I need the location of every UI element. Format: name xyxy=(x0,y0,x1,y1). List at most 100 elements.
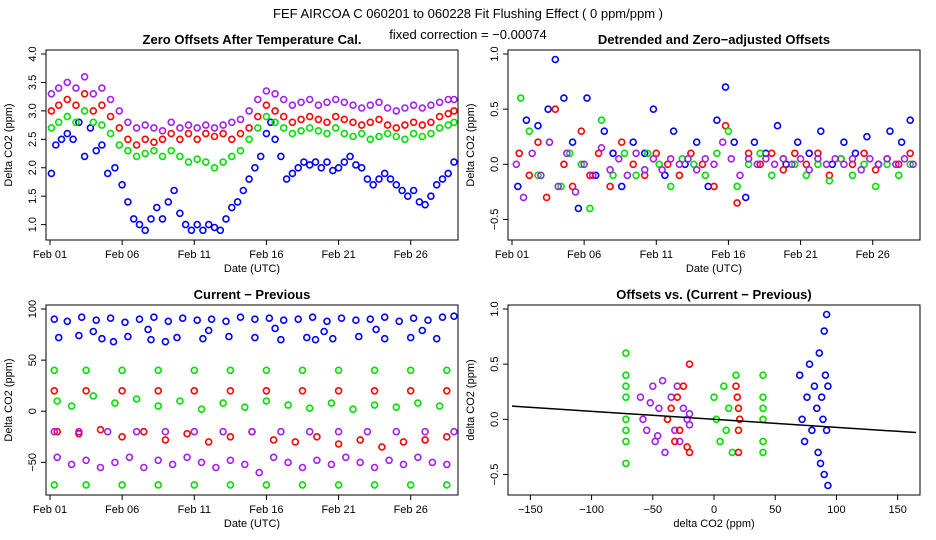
point-blue xyxy=(302,333,311,342)
point-red xyxy=(542,193,551,202)
point-purple xyxy=(150,124,158,132)
x-tick-label: Feb 21 xyxy=(321,504,355,516)
x-tick-label: Feb 16 xyxy=(249,504,283,516)
point-red xyxy=(906,149,915,158)
point-green xyxy=(89,392,98,400)
point-purple xyxy=(409,101,418,109)
point-green xyxy=(176,397,184,405)
point-red xyxy=(732,382,740,391)
point-blue xyxy=(793,138,802,146)
x-tick-label: Feb 06 xyxy=(105,504,139,516)
point-purple xyxy=(640,166,649,174)
point-red xyxy=(271,107,279,115)
point-blue xyxy=(380,334,389,343)
point-green xyxy=(689,160,698,169)
point-blue xyxy=(822,426,831,435)
point-blue xyxy=(386,175,395,183)
point-red xyxy=(685,448,694,457)
point-blue xyxy=(204,220,213,229)
point-blue xyxy=(600,127,609,135)
point-red xyxy=(288,118,297,127)
point-blue xyxy=(271,135,279,144)
point-purple xyxy=(284,458,292,467)
point-red xyxy=(435,112,444,121)
point-green xyxy=(82,366,90,375)
point-blue xyxy=(161,337,170,346)
point-blue xyxy=(282,175,291,183)
point-blue xyxy=(824,382,832,391)
point-blue xyxy=(199,226,207,235)
point-purple xyxy=(736,171,744,180)
point-purple xyxy=(219,121,227,129)
point-red xyxy=(767,149,776,158)
point-green xyxy=(632,171,640,180)
chart-p3: Current − Previous Feb 01 Feb 06 Feb 11 Feb … xyxy=(3,287,459,530)
point-purple xyxy=(190,427,199,436)
point-blue xyxy=(851,149,860,158)
point-green xyxy=(728,448,737,457)
y-tick-label: −0.5 xyxy=(489,464,501,486)
point-blue xyxy=(47,169,56,178)
point-green xyxy=(279,124,288,132)
point-red xyxy=(183,429,191,438)
point-blue xyxy=(432,181,441,189)
point-blue xyxy=(75,331,83,340)
point-red xyxy=(427,118,435,127)
point-purple xyxy=(111,458,119,467)
point-green xyxy=(305,124,314,132)
point-purple xyxy=(450,95,458,104)
point-blue xyxy=(111,164,119,172)
point-blue xyxy=(352,316,360,325)
point-red xyxy=(670,437,679,446)
point-green xyxy=(802,171,811,180)
point-green xyxy=(226,481,235,489)
point-purple xyxy=(392,427,401,436)
point-blue xyxy=(551,55,560,64)
x-tick-label: −150 xyxy=(518,504,543,516)
point-blue xyxy=(265,314,274,323)
point-green xyxy=(622,349,630,357)
point-purple xyxy=(392,107,401,115)
point-green xyxy=(314,127,323,135)
point-purple xyxy=(168,460,177,469)
point-green xyxy=(733,182,741,191)
point-purple xyxy=(692,166,701,174)
point-red xyxy=(442,386,451,395)
point-green xyxy=(383,129,392,138)
point-green xyxy=(724,404,733,413)
y-tick-label: 3.5 xyxy=(27,75,39,90)
point-purple xyxy=(141,121,149,129)
point-purple xyxy=(661,448,669,457)
point-red xyxy=(444,109,453,118)
x-tick-label: Feb 01 xyxy=(33,504,67,516)
point-red xyxy=(253,112,262,121)
point-blue xyxy=(216,226,225,235)
point-purple xyxy=(53,453,62,462)
point-green xyxy=(620,149,629,158)
point-red xyxy=(118,386,126,395)
point-red xyxy=(515,149,524,158)
y-tick-label: 0.0 xyxy=(489,157,501,172)
point-purple xyxy=(900,155,909,163)
point-green xyxy=(334,481,343,489)
point-purple xyxy=(831,155,840,163)
point-green xyxy=(150,146,158,155)
x-tick-label: Feb 01 xyxy=(33,249,67,261)
point-green xyxy=(701,171,710,180)
point-green xyxy=(622,426,630,435)
x-tick-label: Feb 21 xyxy=(783,249,817,261)
point-green xyxy=(124,146,132,155)
point-green xyxy=(609,171,617,180)
point-purple xyxy=(753,160,762,169)
point-purple xyxy=(679,404,688,413)
point-blue xyxy=(534,121,542,130)
point-purple xyxy=(673,382,682,391)
point-blue xyxy=(427,192,435,200)
point-blue xyxy=(147,215,155,223)
point-green xyxy=(442,366,451,375)
point-purple xyxy=(279,95,288,104)
y-axis-label: Delta CO2 (ppm) xyxy=(3,103,15,186)
point-green xyxy=(759,415,767,424)
plot-frame xyxy=(45,304,459,496)
point-green xyxy=(710,393,718,402)
